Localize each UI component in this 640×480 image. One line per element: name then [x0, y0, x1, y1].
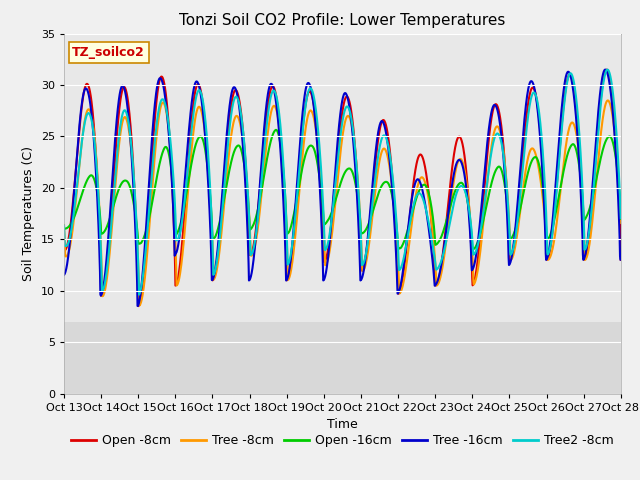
Open -16cm: [502, 194, 510, 200]
Tree -8cm: [246, 242, 254, 248]
Open -16cm: [429, 216, 437, 222]
Tree -16cm: [184, 136, 192, 142]
Line: Open -8cm: Open -8cm: [64, 70, 621, 306]
Bar: [64, 322, 621, 394]
Tree2 -8cm: [135, 292, 143, 298]
Open -8cm: [617, 257, 625, 263]
Tree2 -8cm: [184, 161, 192, 167]
Open -8cm: [134, 303, 142, 309]
Tree -8cm: [136, 302, 143, 308]
Tree2 -8cm: [502, 174, 509, 180]
Tree -8cm: [429, 234, 437, 240]
Open -8cm: [184, 159, 192, 165]
Open -16cm: [60, 226, 68, 231]
Open -8cm: [551, 204, 559, 209]
Tree -8cm: [604, 97, 611, 103]
Tree -16cm: [60, 272, 68, 278]
Tree2 -8cm: [246, 252, 254, 258]
Tree -16cm: [602, 67, 609, 72]
Line: Tree2 -8cm: Tree2 -8cm: [64, 70, 621, 295]
Open -16cm: [617, 216, 625, 222]
Tree -16cm: [246, 275, 254, 281]
Legend: Open -8cm, Tree -8cm, Open -16cm, Tree -16cm, Tree2 -8cm: Open -8cm, Tree -8cm, Open -16cm, Tree -…: [66, 429, 619, 452]
Open -8cm: [246, 252, 254, 258]
Tree -16cm: [429, 264, 437, 270]
Tree -16cm: [171, 253, 179, 259]
Text: TZ_soilco2: TZ_soilco2: [72, 46, 145, 59]
Tree -16cm: [617, 256, 625, 262]
Tree -8cm: [184, 186, 192, 192]
Tree -8cm: [60, 222, 68, 228]
Tree -16cm: [551, 189, 559, 195]
Open -8cm: [171, 247, 179, 253]
Line: Tree -16cm: Tree -16cm: [64, 70, 621, 306]
Tree -16cm: [502, 190, 509, 195]
Tree -8cm: [617, 220, 625, 226]
Open -16cm: [552, 212, 559, 217]
Open -8cm: [60, 247, 68, 252]
Tree2 -8cm: [60, 223, 68, 228]
Open -16cm: [468, 246, 476, 252]
Open -16cm: [184, 182, 191, 188]
Tree -8cm: [171, 220, 179, 226]
Y-axis label: Soil Temperatures (C): Soil Temperatures (C): [22, 146, 35, 281]
Open -16cm: [246, 227, 254, 232]
Title: Tonzi Soil CO2 Profile: Lower Temperatures: Tonzi Soil CO2 Profile: Lower Temperatur…: [179, 13, 506, 28]
Open -8cm: [502, 175, 509, 180]
Tree2 -8cm: [171, 196, 179, 202]
Line: Tree -8cm: Tree -8cm: [64, 100, 621, 305]
Tree -16cm: [134, 303, 141, 309]
Open -8cm: [429, 240, 437, 246]
Open -16cm: [272, 127, 280, 133]
Tree2 -8cm: [604, 67, 611, 72]
Tree2 -8cm: [617, 216, 625, 221]
X-axis label: Time: Time: [327, 418, 358, 431]
Tree -8cm: [551, 232, 559, 238]
Open -16cm: [170, 204, 178, 210]
Tree2 -8cm: [429, 245, 437, 251]
Tree -8cm: [502, 171, 509, 177]
Tree2 -8cm: [551, 206, 559, 212]
Line: Open -16cm: Open -16cm: [64, 130, 621, 249]
Open -8cm: [603, 67, 611, 72]
